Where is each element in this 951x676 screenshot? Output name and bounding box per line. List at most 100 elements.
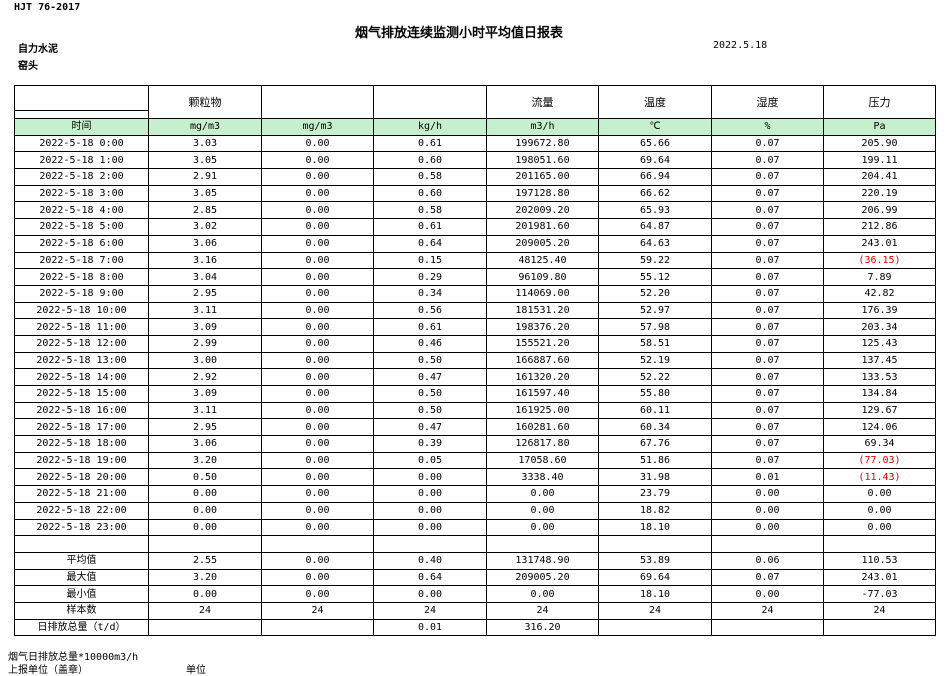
summary-row: 日排放总量（t/d） 0.01 316.20 xyxy=(14,618,936,637)
value-cell: 161925.00 xyxy=(486,401,599,420)
summary-cell: 0.00 xyxy=(711,585,824,603)
value-cell: 0.07 xyxy=(711,234,824,253)
data-row: 2022-5-18 12:00 2.99 0.00 0.46 155521.20 58.5… xyxy=(14,334,936,353)
value-cell: 220.19 xyxy=(823,184,936,203)
value-cell: 0.64 xyxy=(373,234,487,253)
data-row: 2022-5-18 17:00 2.95 0.00 0.47 160281.60 60.3… xyxy=(14,418,936,437)
value-cell: 0.56 xyxy=(373,301,487,320)
value-cell: 198051.60 xyxy=(486,151,599,170)
value-cell: 69.64 xyxy=(598,151,712,170)
value-cell: 0.07 xyxy=(711,418,824,437)
value-cell: 133.53 xyxy=(823,368,936,386)
value-cell: 0.47 xyxy=(373,368,487,386)
value-cell: 0.00 xyxy=(261,284,374,303)
value-cell: (11.43) xyxy=(823,468,936,487)
data-row: 2022-5-18 22:00 0.00 0.00 0.00 0.00 18.82 0.00… xyxy=(14,501,936,520)
time-cell: 2022-5-18 4:00 xyxy=(14,201,149,220)
data-row: 2022-5-18 16:00 3.11 0.00 0.50 161925.00 60.1… xyxy=(14,401,936,420)
value-cell: 197128.80 xyxy=(486,184,599,203)
data-row: 2022-5-18 1:00 3.05 0.00 0.60 198051.60 69.64… xyxy=(14,151,936,170)
summary-cell: 0.00 xyxy=(261,551,374,570)
value-cell: 2.95 xyxy=(148,284,262,303)
value-cell: 199672.80 xyxy=(486,134,599,153)
value-cell: 0.07 xyxy=(711,268,824,286)
value-cell: 0.00 xyxy=(261,435,374,453)
time-cell: 2022-5-18 12:00 xyxy=(14,334,149,353)
value-cell: 2.85 xyxy=(148,201,262,220)
footer-note: 烟气日排放总量*10000m3/h xyxy=(8,652,139,663)
value-cell: 0.00 xyxy=(261,418,374,437)
summary-label: 最小值 xyxy=(14,585,149,603)
blank-cell xyxy=(598,535,712,553)
value-cell: 0.00 xyxy=(148,518,262,537)
value-cell: 201981.60 xyxy=(486,218,599,236)
value-cell: 0.46 xyxy=(373,334,487,353)
value-cell: 0.00 xyxy=(148,485,262,503)
blank-cell xyxy=(261,535,374,553)
summary-row: 最大值 3.20 0.00 0.64 209005.20 69.64 0.07 243.01 xyxy=(14,568,936,587)
summary-label: 样本数 xyxy=(14,601,149,620)
value-cell: 0.61 xyxy=(373,218,487,236)
blank-cell xyxy=(14,535,149,553)
value-cell: 66.94 xyxy=(598,168,712,186)
value-cell: 209005.20 xyxy=(486,234,599,253)
summary-cell: 243.01 xyxy=(823,568,936,587)
value-cell: 160281.60 xyxy=(486,418,599,437)
value-cell: 129.67 xyxy=(823,401,936,420)
summary-cell: 69.64 xyxy=(598,568,712,587)
time-cell: 2022-5-18 1:00 xyxy=(14,151,149,170)
time-cell: 2022-5-18 8:00 xyxy=(14,268,149,286)
summary-cell: 0.00 xyxy=(261,568,374,587)
time-cell: 2022-5-18 9:00 xyxy=(14,284,149,303)
summary-cell: 0.00 xyxy=(148,585,262,603)
summary-cell: 131748.90 xyxy=(486,551,599,570)
summary-cell: 3.20 xyxy=(148,568,262,587)
unit-cell: Pa xyxy=(823,118,936,136)
value-cell: 0.00 xyxy=(373,501,487,520)
time-cell: 2022-5-18 5:00 xyxy=(14,218,149,236)
value-cell: 0.50 xyxy=(373,351,487,370)
value-cell: 96109.80 xyxy=(486,268,599,286)
header-corner xyxy=(14,85,149,119)
corner-split xyxy=(15,94,148,111)
units-row: 时间 mg/m3 mg/m3 kg/h m3/h ℃% Pa xyxy=(14,118,936,136)
value-cell: 23.79 xyxy=(598,485,712,503)
value-cell: 0.01 xyxy=(711,468,824,487)
location: 窑头 xyxy=(18,61,38,72)
data-row: 2022-5-18 6:00 3.06 0.00 0.64 209005.20 64.63… xyxy=(14,234,936,253)
value-cell: 0.00 xyxy=(261,401,374,420)
value-cell: 0.07 xyxy=(711,318,824,336)
value-cell: 0.00 xyxy=(486,501,599,520)
value-cell: 0.00 xyxy=(261,184,374,203)
value-cell: 31.98 xyxy=(598,468,712,487)
value-cell: 0.61 xyxy=(373,134,487,153)
blank-cell xyxy=(486,535,599,553)
value-cell: 0.29 xyxy=(373,268,487,286)
header-cell xyxy=(261,85,374,119)
value-cell: 0.00 xyxy=(261,201,374,220)
value-cell: 0.00 xyxy=(711,485,824,503)
summary-cell: 0.40 xyxy=(373,551,487,570)
value-cell: 55.80 xyxy=(598,385,712,403)
summary-cell: 2.55 xyxy=(148,551,262,570)
value-cell: 0.47 xyxy=(373,418,487,437)
value-cell: 0.00 xyxy=(148,501,262,520)
value-cell: 0.00 xyxy=(261,501,374,520)
summary-cell: 0.64 xyxy=(373,568,487,587)
data-row: 2022-5-18 5:00 3.02 0.00 0.61 201981.60 64.87… xyxy=(14,218,936,236)
value-cell: 18.82 xyxy=(598,501,712,520)
data-row: 2022-5-18 23:00 0.00 0.00 0.00 0.00 18.10 0.00… xyxy=(14,518,936,537)
value-cell: 57.98 xyxy=(598,318,712,336)
time-cell: 2022-5-18 19:00 xyxy=(14,451,149,470)
value-cell: 2.91 xyxy=(148,168,262,186)
value-cell: 0.07 xyxy=(711,451,824,470)
value-cell: 3.05 xyxy=(148,151,262,170)
time-cell: 2022-5-18 17:00 xyxy=(14,418,149,437)
value-cell: 0.00 xyxy=(261,134,374,153)
value-cell: 69.34 xyxy=(823,435,936,453)
value-cell: 3.04 xyxy=(148,268,262,286)
value-cell: 0.15 xyxy=(373,251,487,270)
value-cell: 0.00 xyxy=(261,301,374,320)
value-cell: 2.95 xyxy=(148,418,262,437)
value-cell: 161597.40 xyxy=(486,385,599,403)
